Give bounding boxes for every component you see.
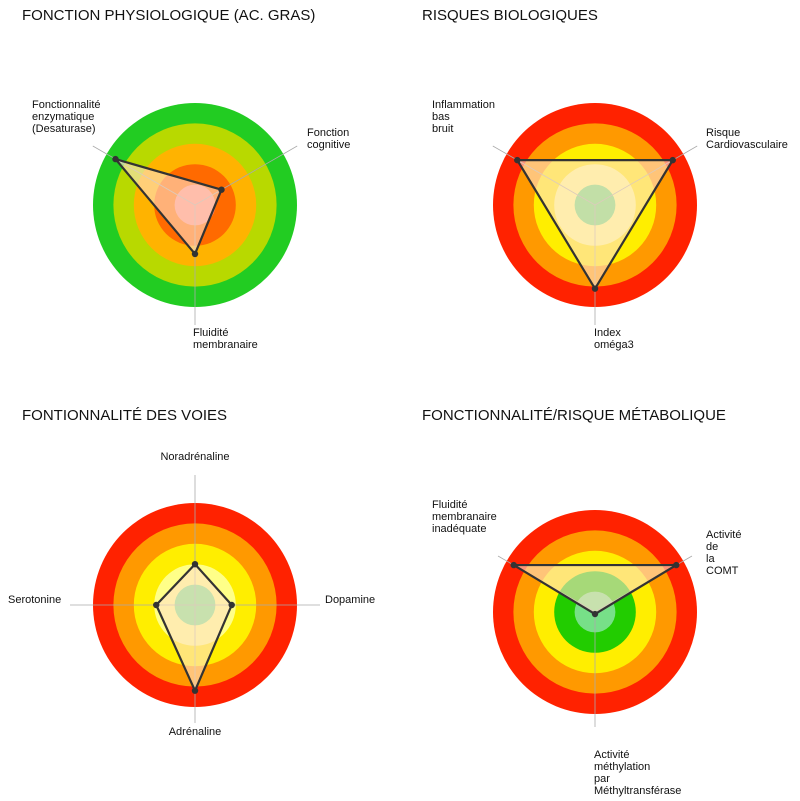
axis-label: bruit [432,123,453,135]
axis-label: Cardiovasculaire [706,139,788,151]
radar-chart: FONCTION PHYSIOLOGIQUE (AC. GRAS) Fonctio… [22,7,350,351]
radar-chart: FONCTIONNALITÉ/RISQUE MÉTABOLIQUE Fluidit… [422,407,741,797]
data-point [191,250,199,258]
axis-label: membranaire [193,339,258,351]
axis-label: Activité [706,529,741,541]
chart-title: FONCTION PHYSIOLOGIQUE (AC. GRAS) [22,7,315,24]
data-point [673,561,680,569]
axis-label: COMT [706,565,739,577]
axis-label: Fonctionnalité [32,99,101,111]
data-point [514,156,521,164]
axis-label: Adrénaline [169,726,222,738]
data-point [591,610,599,618]
data-point [228,601,235,609]
axis-label: Méthyltransférase [594,785,681,797]
data-point [591,285,599,292]
axis-label: (Desaturase) [32,123,96,135]
chart-title: RISQUES BIOLOGIQUES [422,7,598,24]
axis-label: Inflammation [432,99,495,111]
axis-label: enzymatique [32,111,94,123]
data-point [510,561,517,569]
data-point [218,186,225,193]
axis-label: membranaire [432,511,497,523]
axis-label: Risque [706,127,740,139]
axis-label: la [706,553,715,565]
axis-label: Noradrénaline [160,451,229,463]
axis-label: Fonction [307,127,349,139]
radar-chart: FONTIONNALITÉ DES VOIES Noradrénaline Dopa… [8,407,375,738]
axis-label: Fluidité [432,499,467,511]
data-point [191,561,199,568]
data-point [191,687,199,694]
data-polygon [114,158,223,256]
axis-label: par [594,773,610,785]
data-point [153,601,160,609]
chart-title: FONTIONNALITÉ DES VOIES [22,407,227,424]
axis-label: bas [432,111,450,123]
axis-label: de [706,541,718,553]
axis-label: cognitive [307,139,350,151]
data-point [112,155,119,163]
axis-label: méthylation [594,761,650,773]
axis-label: oméga3 [594,339,634,351]
axis-label: inadéquate [432,523,486,535]
axis-label: Index [594,327,621,339]
data-point [669,156,676,164]
axis-label: Serotonine [8,594,61,606]
chart-title: FONCTIONNALITÉ/RISQUE MÉTABOLIQUE [422,407,726,424]
axis-label: Fluidité [193,327,228,339]
data-polygon [512,563,678,616]
axis-label: Dopamine [325,594,375,606]
data-polygon [516,159,674,290]
axis-label: Activité [594,749,629,761]
